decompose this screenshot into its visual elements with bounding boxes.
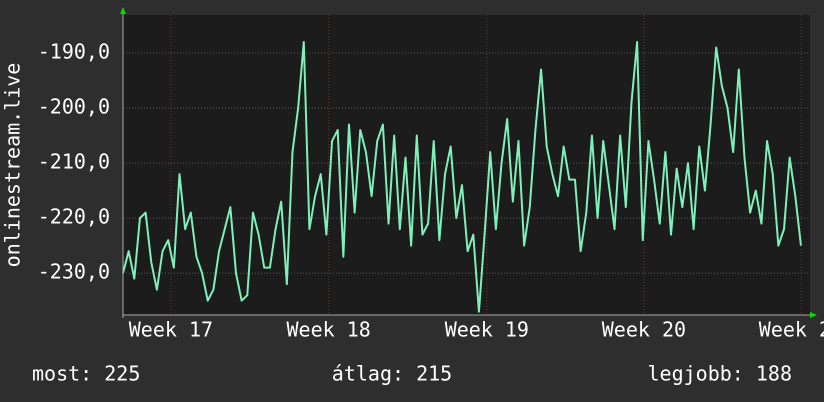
y-tick-label: -230,0 xyxy=(38,260,110,284)
plot-area xyxy=(123,15,810,315)
y-axis-label: onlinestream.live xyxy=(1,63,25,268)
y-tick-label: -190,0 xyxy=(38,39,110,63)
x-tick-label: Week 19 xyxy=(445,318,529,342)
stat: átlag: 215 xyxy=(332,362,452,386)
x-tick-label: Week 17 xyxy=(129,318,213,342)
x-tick-label: Week 18 xyxy=(286,318,370,342)
data-line xyxy=(122,40,802,313)
x-tick-label: Week 20 xyxy=(602,318,686,342)
axis-arrow xyxy=(120,7,126,14)
y-tick-label: -210,0 xyxy=(38,150,110,174)
stat: most: 225 xyxy=(32,362,140,386)
y-tick-label: -220,0 xyxy=(38,205,110,229)
axis-arrow xyxy=(810,312,817,318)
x-tick-label: Week 21 xyxy=(759,318,824,342)
stat: legjobb: 188 xyxy=(648,362,793,386)
y-tick-label: -200,0 xyxy=(38,95,110,119)
